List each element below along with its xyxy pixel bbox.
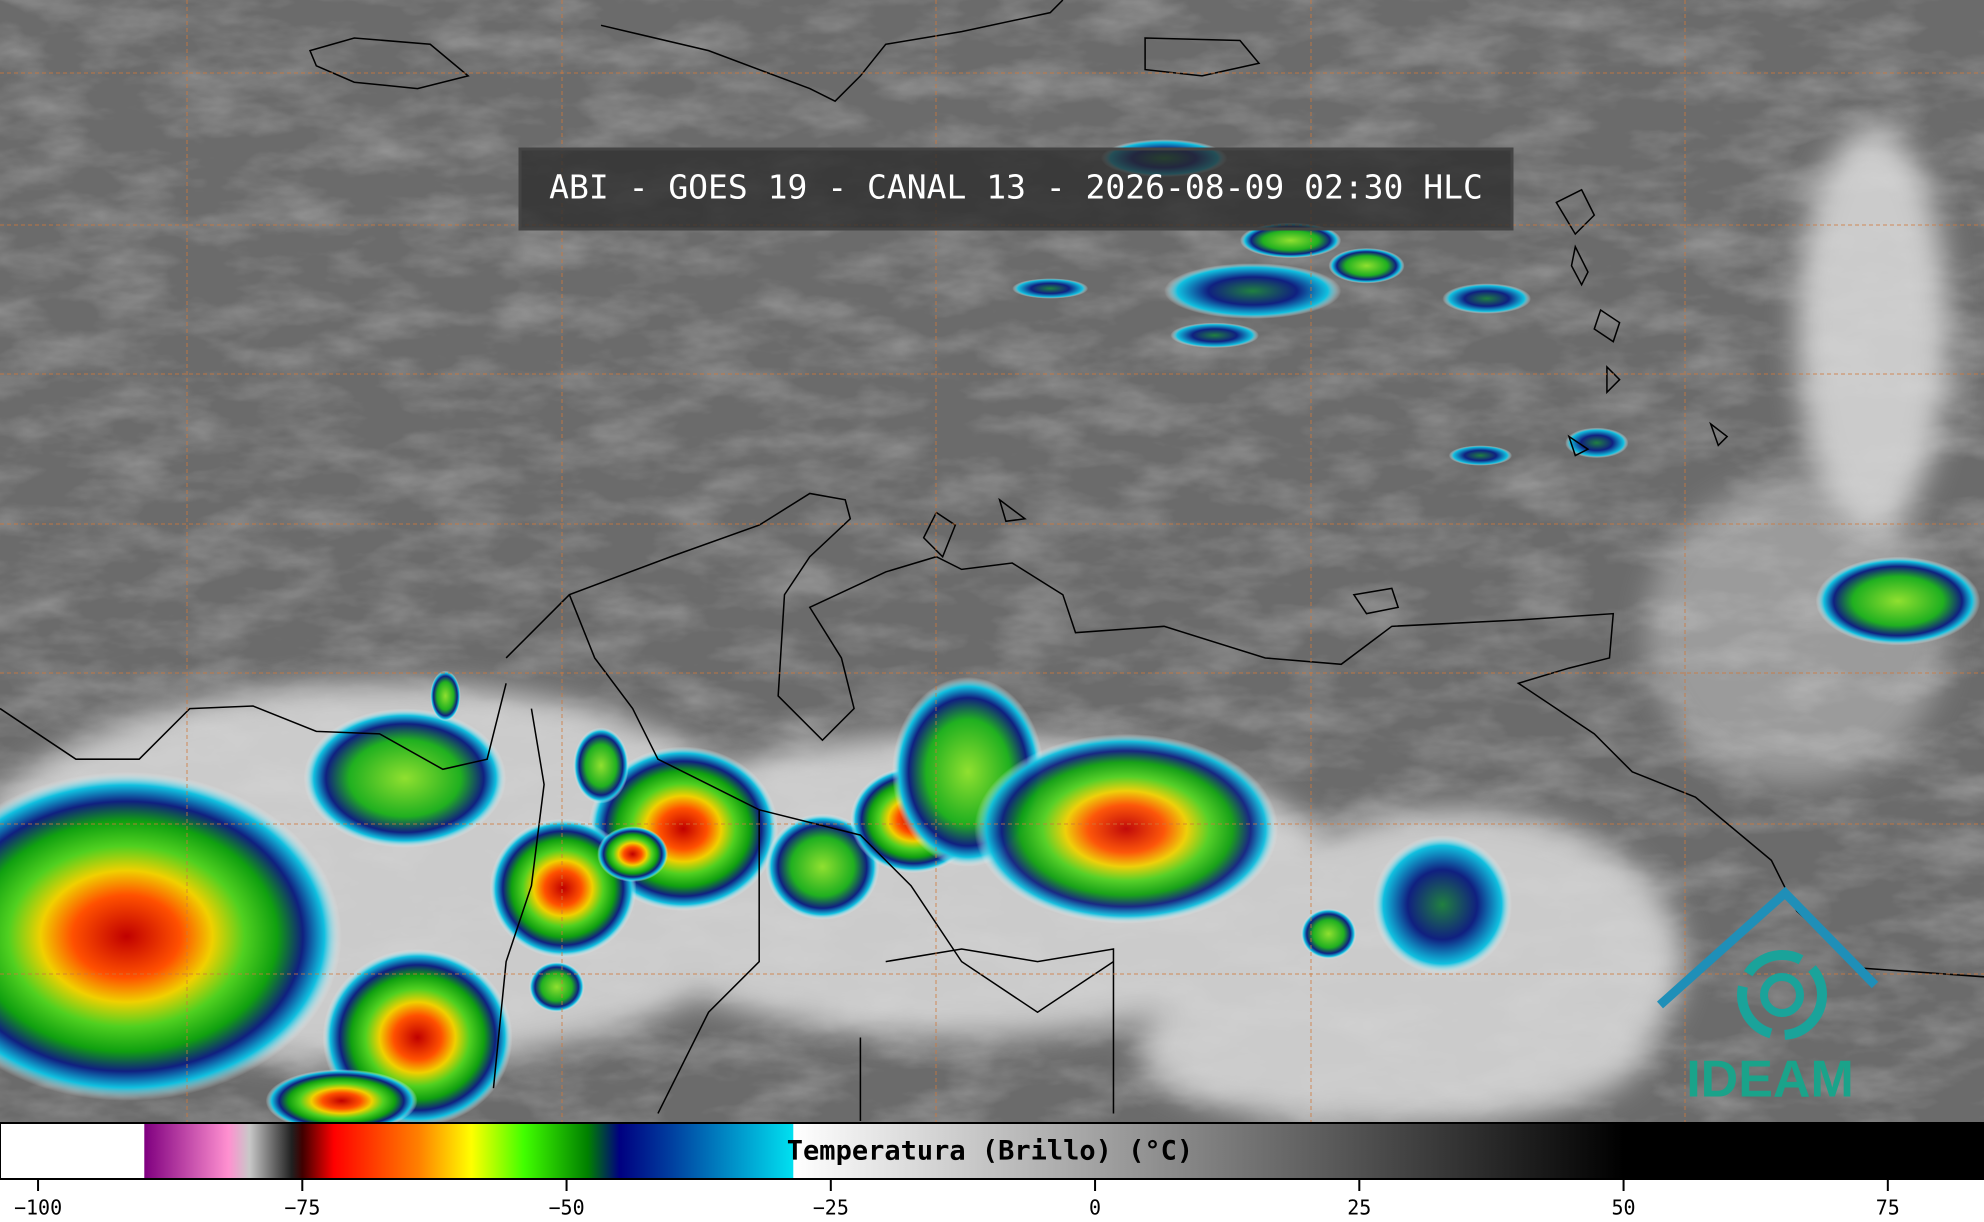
tick-label: −100 — [14, 1196, 62, 1220]
graticule — [0, 0, 1984, 1123]
colorbar-scale — [0, 1122, 1984, 1180]
title: ABI - GOES 19 - CANAL 13 - 2026-08-09 02… — [549, 168, 1483, 207]
title-box — [518, 147, 1514, 231]
tick-label: 25 — [1347, 1196, 1371, 1220]
tick-label: 50 — [1612, 1196, 1636, 1220]
colorbar: Temperatura (Brillo) (°C) −100 −75 −50 −25 0… — [0, 1122, 1984, 1220]
tick-label: −25 — [813, 1196, 849, 1220]
tick-label: −75 — [284, 1196, 320, 1220]
logo: IDEAM — [1656, 886, 1879, 1109]
tick-label: 75 — [1876, 1196, 1900, 1220]
tick-label: 0 — [1089, 1196, 1101, 1220]
tick-label: −50 — [548, 1196, 584, 1220]
map: ABI - GOES 19 - CANAL 13 - 2026-08-09 02… — [0, 0, 1984, 1133]
weather-features — [0, 0, 1984, 1133]
colorbar-label: Temperatura (Brillo) (°C) — [787, 1136, 1193, 1167]
logo-text: IDEAM — [1686, 1051, 1854, 1109]
